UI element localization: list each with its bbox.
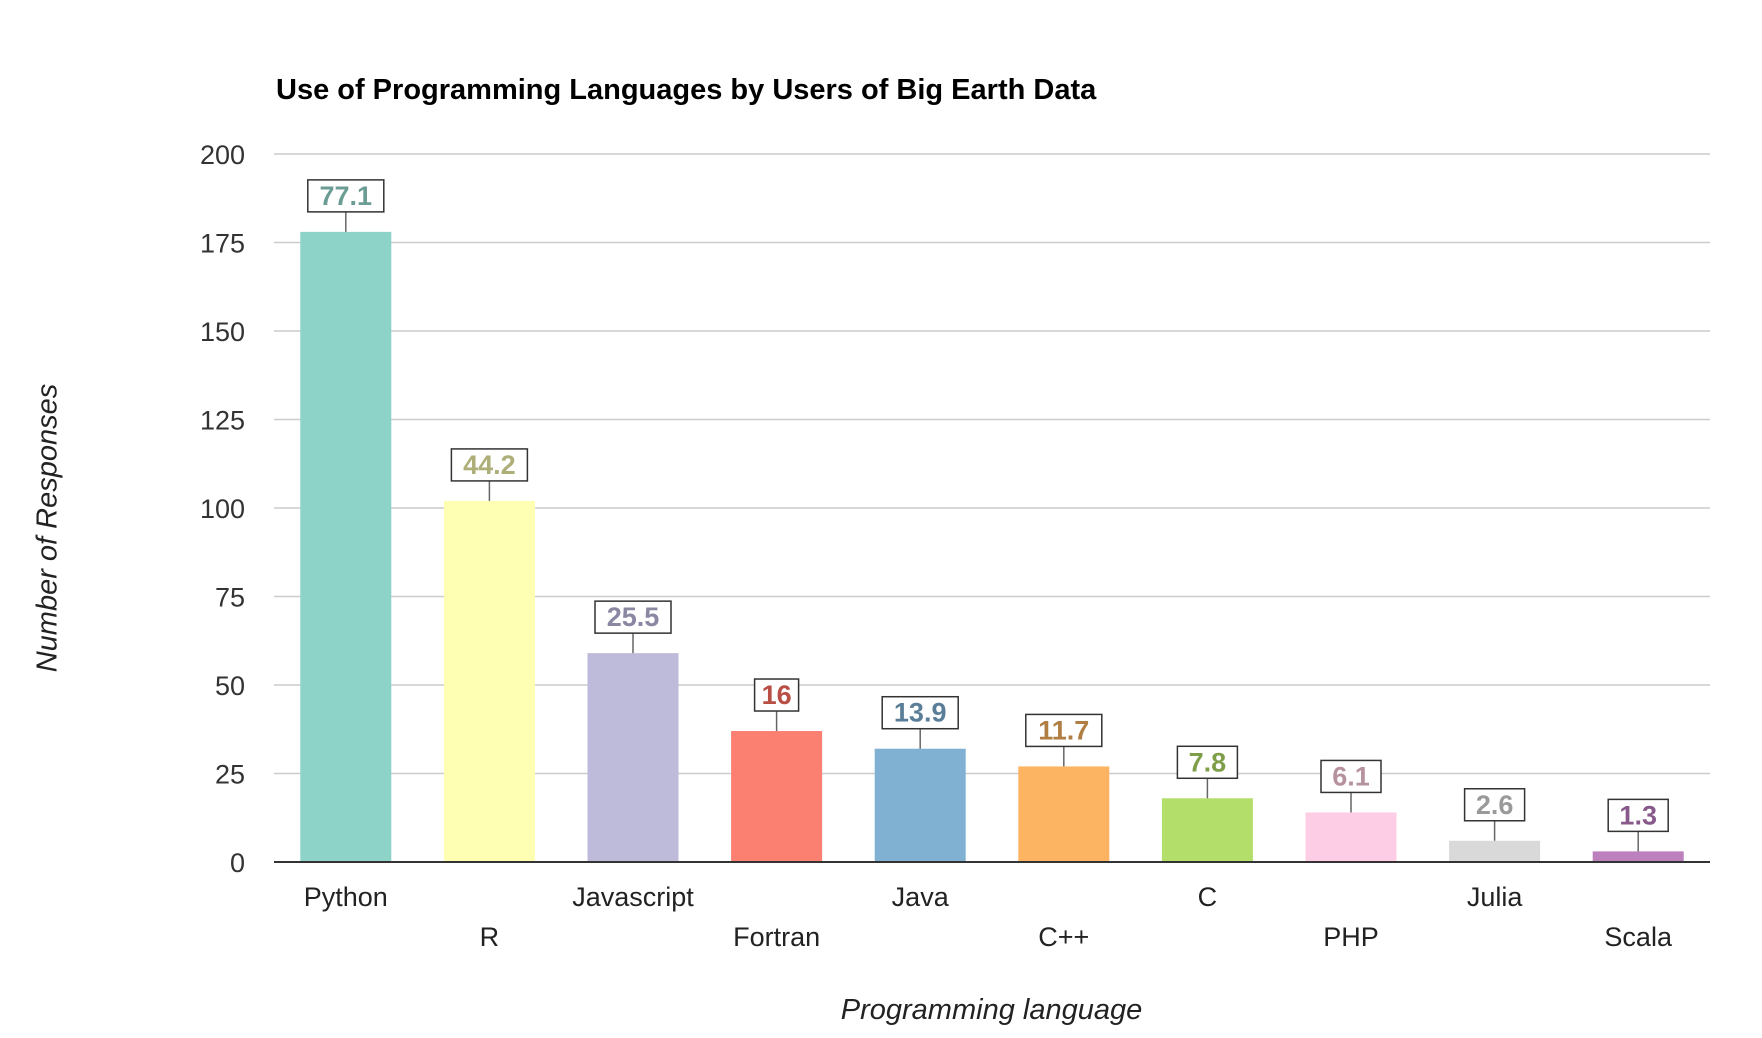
x-tick-label: Scala (1604, 922, 1673, 952)
x-tick-label: Python (304, 882, 388, 912)
data-label-box (881, 695, 959, 730)
y-tick-label: 75 (215, 583, 245, 613)
data-label-box (1463, 788, 1526, 822)
bar-scala (1592, 851, 1684, 862)
y-tick-label: 200 (200, 140, 245, 170)
y-tick-label: 150 (200, 317, 245, 347)
y-tick-label: 0 (230, 848, 245, 878)
data-label-box (1025, 713, 1103, 748)
data-label: 1.3 (1619, 800, 1657, 830)
y-tick-label: 100 (200, 494, 245, 524)
x-tick-label: R (480, 922, 500, 952)
bar-javascript (587, 653, 679, 862)
bar-c (1018, 766, 1110, 862)
bar-php (1305, 812, 1397, 862)
x-tick-label: C++ (1038, 922, 1089, 952)
data-label-box (1176, 745, 1239, 780)
x-tick-label: C (1198, 882, 1218, 912)
y-tick-label: 125 (200, 406, 245, 436)
x-tick-label: Javascript (572, 882, 694, 912)
x-tick-label: Fortran (733, 922, 820, 952)
data-label: 25.5 (607, 602, 660, 632)
bar-fortran (731, 731, 823, 862)
data-label: 16 (762, 680, 792, 710)
data-label: 44.2 (463, 450, 516, 480)
data-label: 13.9 (894, 698, 947, 728)
data-label: 77.1 (320, 181, 373, 211)
x-tick-label: PHP (1323, 922, 1379, 952)
y-tick-label: 50 (215, 671, 245, 701)
bar-python (300, 231, 392, 862)
x-tick-label: Julia (1467, 882, 1524, 912)
data-label: 6.1 (1332, 761, 1370, 791)
data-label-box (1320, 759, 1382, 794)
y-tick-label: 25 (215, 760, 245, 790)
data-label: 7.8 (1189, 747, 1227, 777)
data-label: 11.7 (1038, 715, 1089, 745)
data-label-box (753, 678, 800, 712)
bar-c (1161, 798, 1253, 862)
bar-julia (1449, 840, 1541, 862)
chart-title: Use of Programming Languages by Users of… (276, 74, 1097, 106)
bar-r (443, 500, 535, 862)
bar-java (874, 748, 966, 862)
data-label-box (594, 600, 672, 634)
y-tick-label: 175 (200, 229, 245, 259)
x-axis-title: Programming language (840, 994, 1143, 1026)
data-label: 2.6 (1476, 790, 1514, 820)
data-label-box (450, 448, 529, 482)
x-tick-label: Java (892, 882, 950, 912)
data-label-box (1607, 798, 1669, 833)
data-label-box (307, 179, 385, 213)
